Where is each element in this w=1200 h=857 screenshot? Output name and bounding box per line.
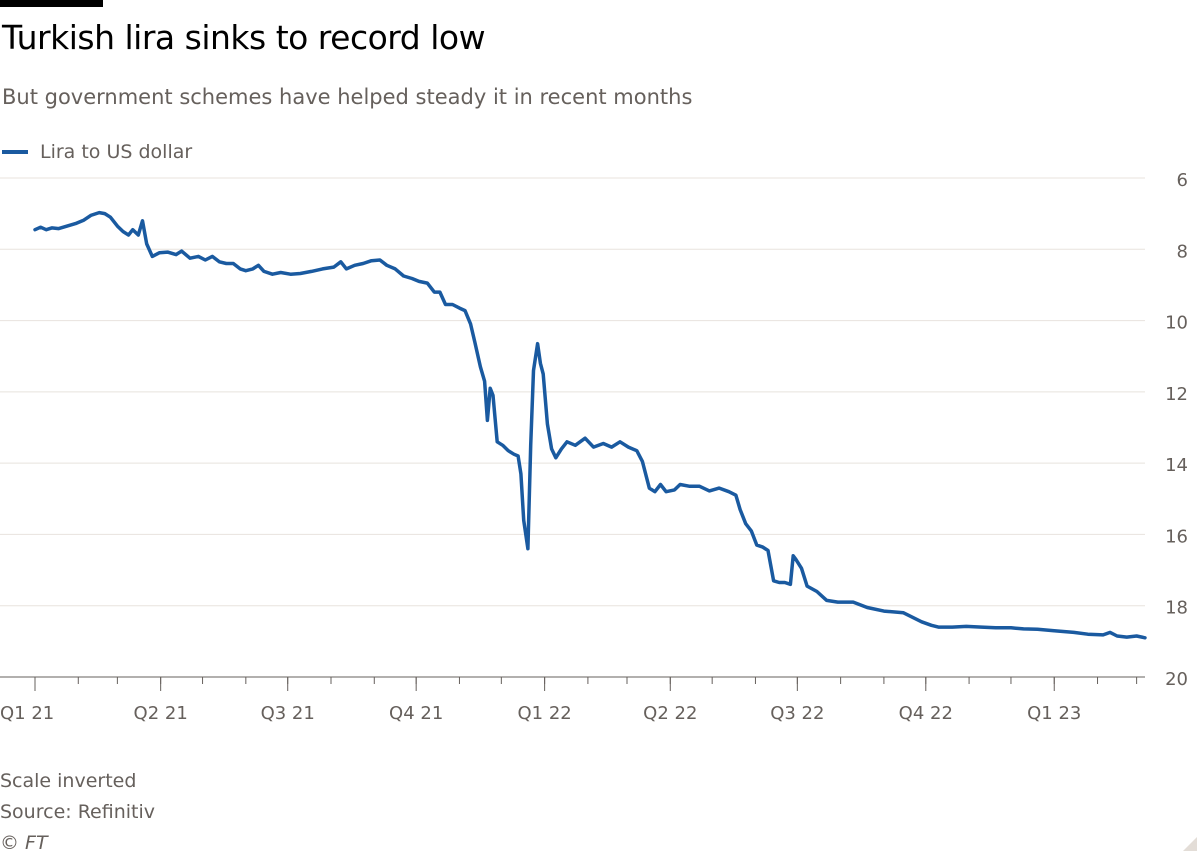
x-tick-label: Q1 22 xyxy=(517,703,571,724)
x-tick-label: Q1 23 xyxy=(1027,703,1081,724)
source-note: Source: Refinitiv xyxy=(0,801,155,823)
legend-swatch xyxy=(2,150,28,154)
scale-note: Scale inverted xyxy=(0,770,137,792)
corner-mark xyxy=(1183,837,1197,851)
chart-subtitle: But government schemes have helped stead… xyxy=(2,85,693,109)
y-tick-label: 6 xyxy=(1177,170,1188,191)
chart-title: Turkish lira sinks to record low xyxy=(2,18,486,57)
x-tick-label: Q2 22 xyxy=(643,703,697,724)
y-tick-label: 12 xyxy=(1165,384,1188,405)
brand-bar xyxy=(0,0,103,7)
y-tick-label: 8 xyxy=(1177,241,1188,262)
legend: Lira to US dollar xyxy=(2,139,192,165)
x-tick-label: Q3 21 xyxy=(261,703,315,724)
y-tick-label: 18 xyxy=(1165,598,1188,619)
x-tick-label: Q1 21 xyxy=(0,703,54,724)
x-tick-label: Q4 22 xyxy=(899,703,953,724)
y-tick-label: 20 xyxy=(1165,669,1188,690)
y-tick-label: 10 xyxy=(1165,313,1188,334)
y-tick-label: 16 xyxy=(1165,526,1188,547)
y-tick-label: 14 xyxy=(1165,455,1188,476)
legend-label: Lira to US dollar xyxy=(40,141,193,163)
x-tick-label: Q4 21 xyxy=(389,703,443,724)
series-line-lira-usd xyxy=(33,210,1147,640)
x-tick-label: Q2 21 xyxy=(134,703,188,724)
line-chart: 6 8 10 12 14 16 18 20 Q1 21 Q2 21 Q3 21 Q4 21 Q1 22 Q… xyxy=(0,170,1188,724)
x-tick-label: Q3 22 xyxy=(770,703,824,724)
copyright-note: © FT xyxy=(0,832,48,854)
